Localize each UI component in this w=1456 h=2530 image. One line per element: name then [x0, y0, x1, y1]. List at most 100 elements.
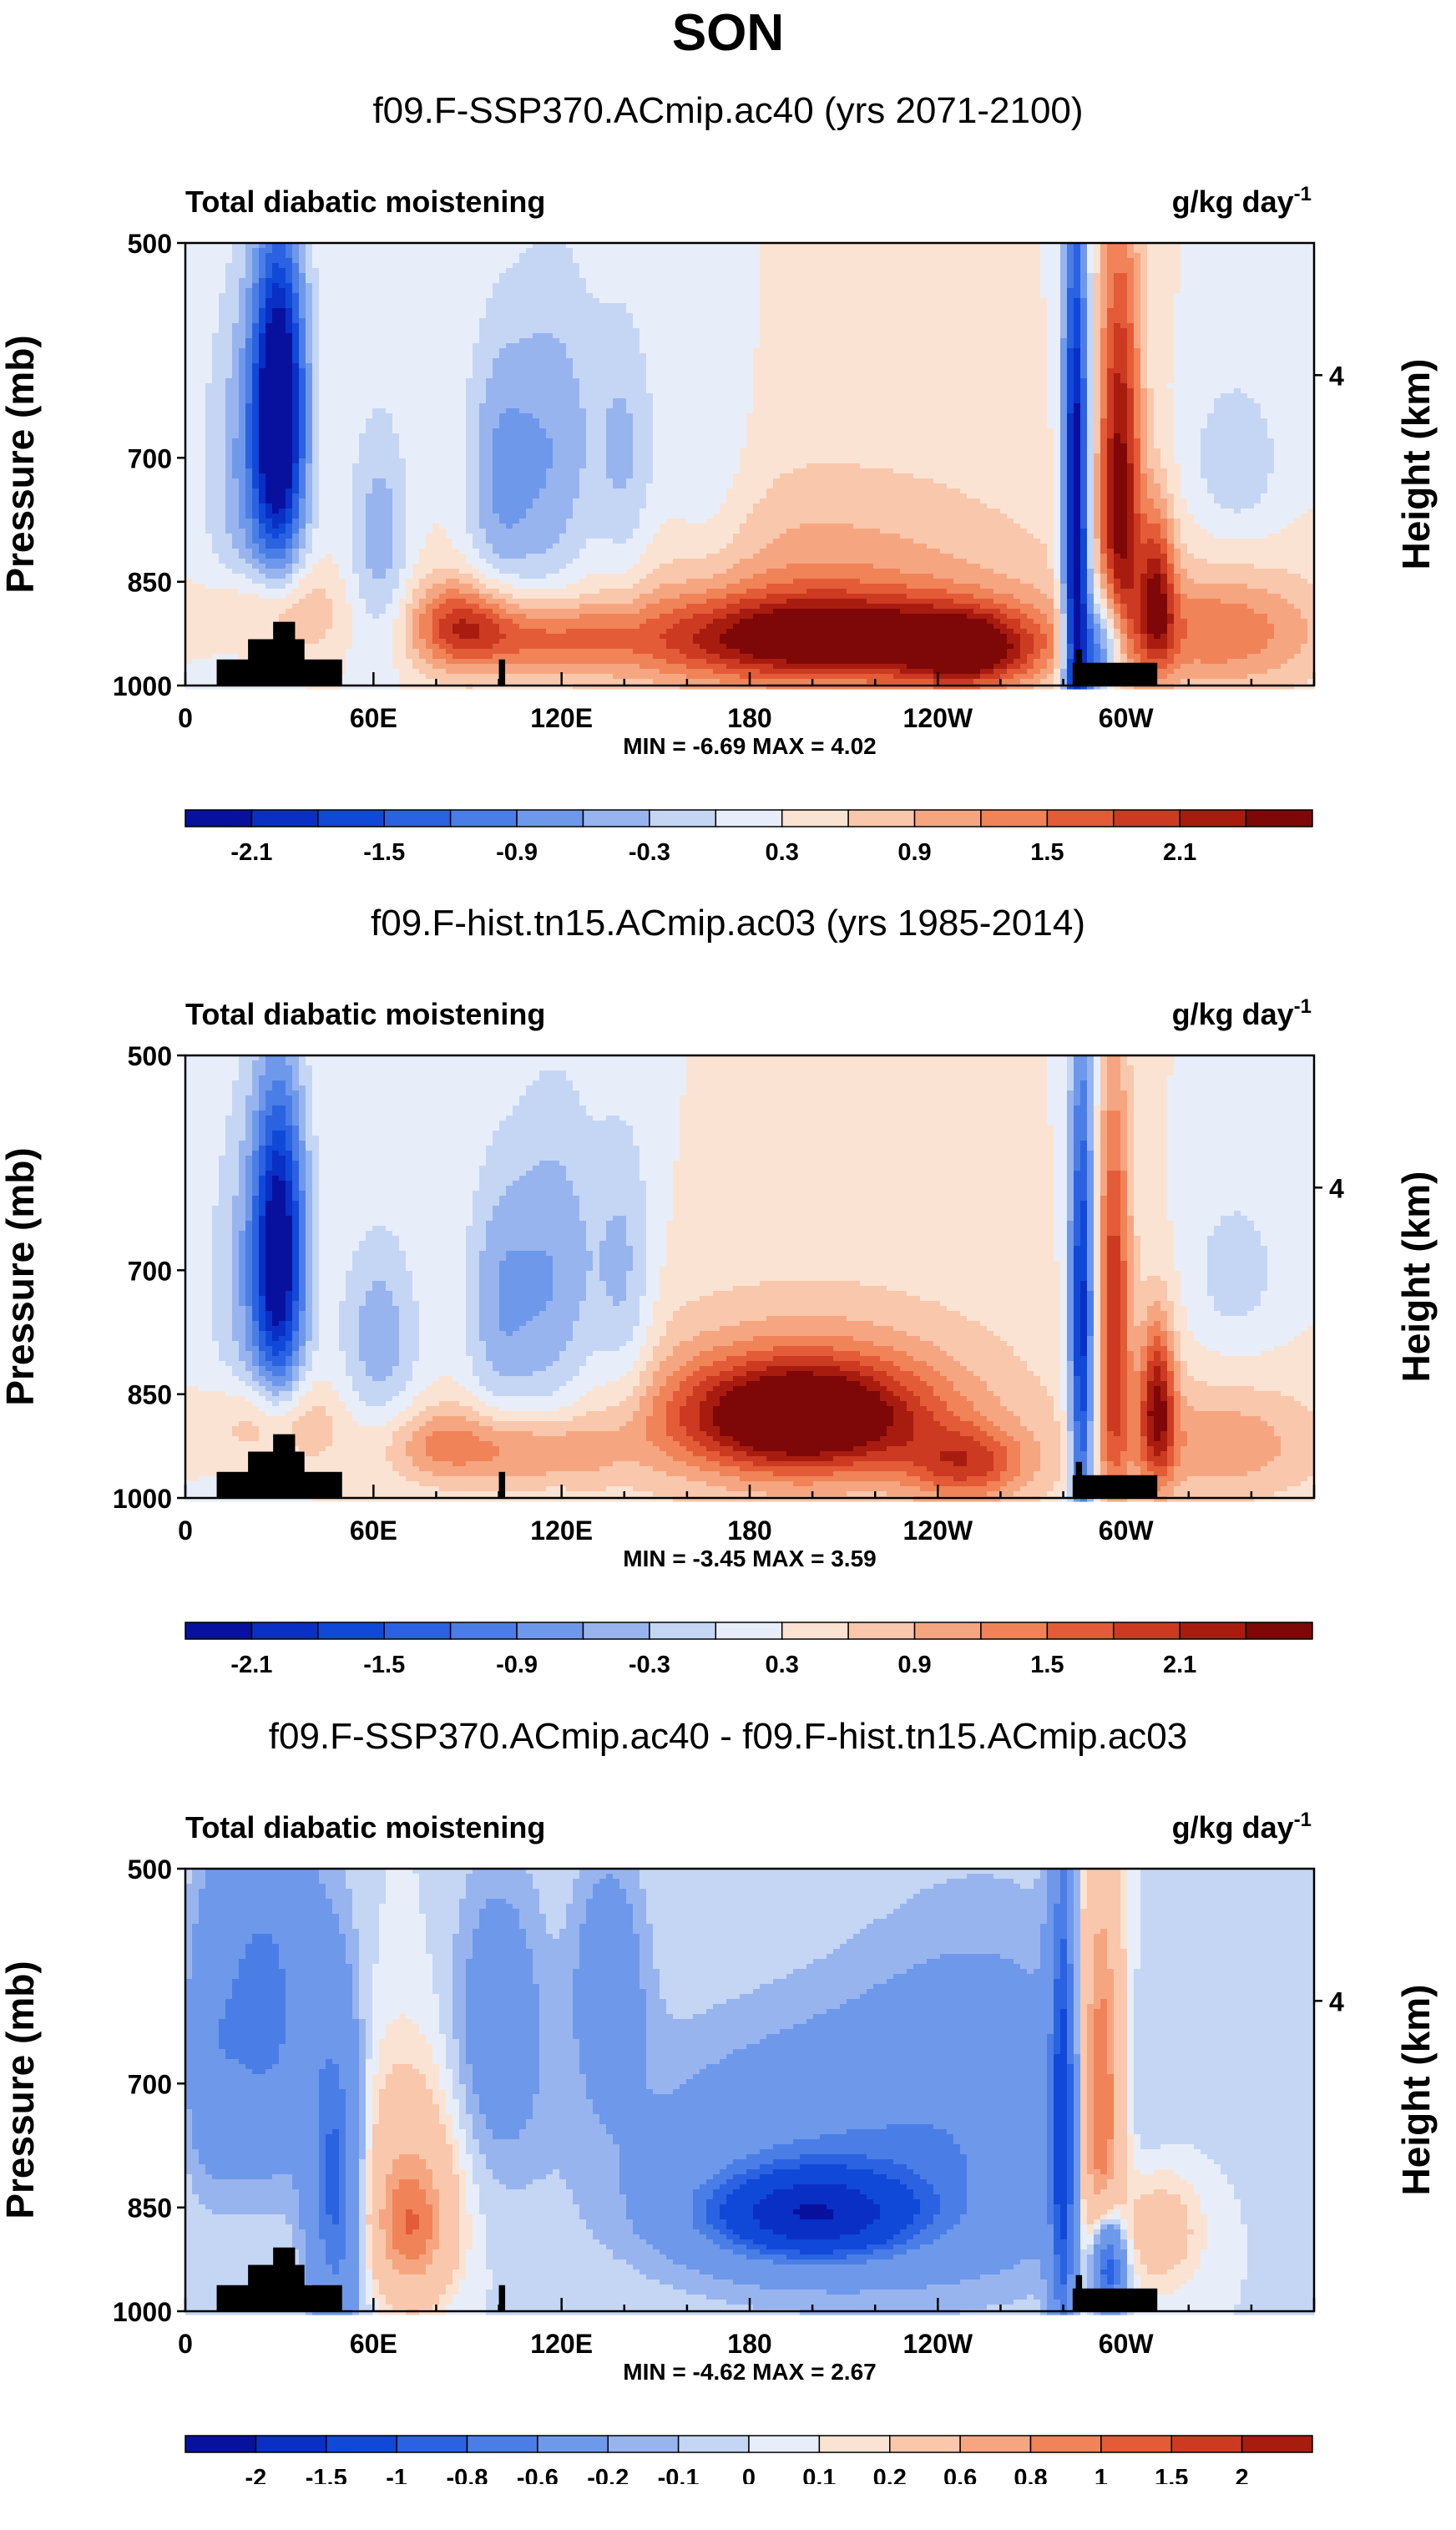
contour-cell [673, 253, 680, 259]
contour-cell [312, 388, 320, 394]
contour-cell [1301, 368, 1308, 374]
contour-cell [479, 338, 487, 344]
contour-cell [486, 298, 493, 304]
contour-cell [813, 283, 821, 289]
contour-cell [1301, 378, 1308, 384]
contour-cell [526, 343, 533, 349]
contour-cell [1180, 313, 1188, 319]
contour-cell [426, 373, 433, 379]
contour-cell [833, 263, 841, 269]
contour-cell [546, 378, 554, 384]
contour-cell [533, 253, 540, 259]
contour-cell [539, 318, 547, 324]
contour-cell [780, 258, 787, 264]
contour-cell [426, 383, 433, 389]
contour-cell [947, 293, 954, 299]
contour-cell [1147, 348, 1155, 354]
contour-cell [1180, 273, 1188, 279]
contour-cell [1100, 323, 1108, 329]
contour-cell [479, 343, 487, 349]
contour-cell [920, 268, 928, 274]
contour-cell [312, 288, 320, 294]
contour-cell [800, 328, 807, 334]
contour-cell [626, 368, 634, 374]
contour-cell [399, 378, 407, 384]
contour-cell [326, 308, 333, 314]
contour-cell [847, 303, 854, 309]
contour-cell [326, 368, 333, 374]
contour-cell [633, 258, 640, 264]
contour-cell [780, 318, 787, 324]
contour-cell [760, 333, 767, 339]
contour-cell [619, 333, 627, 339]
contour-cell [506, 273, 513, 279]
contour-cell [933, 278, 941, 284]
contour-cell [1014, 308, 1021, 314]
contour-cell [526, 358, 533, 364]
contour-cell [700, 283, 707, 289]
contour-cell [1020, 383, 1028, 389]
contour-cell [680, 298, 687, 304]
contour-cell [332, 368, 340, 374]
contour-cell [1007, 323, 1014, 329]
contour-cell [887, 308, 894, 314]
contour-cell [1014, 278, 1021, 284]
contour-cell [1107, 378, 1115, 384]
contour-cell [913, 288, 921, 294]
contour-cell [673, 243, 680, 249]
contour-cell [913, 263, 921, 269]
contour-cell [1154, 258, 1161, 264]
contour-cell [740, 268, 747, 274]
contour-cell [653, 333, 660, 339]
contour-cell [593, 263, 600, 269]
contour-cell [519, 358, 527, 364]
contour-cell [412, 348, 420, 354]
contour-cell [940, 338, 948, 344]
contour-cell [920, 333, 928, 339]
contour-cell [867, 283, 874, 289]
contour-cell [1261, 303, 1268, 309]
contour-cell [473, 248, 480, 254]
contour-cell [339, 318, 346, 324]
contour-cell [359, 328, 367, 334]
contour-cell [847, 383, 854, 389]
contour-cell [232, 348, 240, 354]
contour-cell [486, 388, 493, 394]
contour-cell [1120, 343, 1128, 349]
contour-cell [700, 343, 707, 349]
contour-cell [539, 263, 547, 269]
contour-cell [1174, 303, 1181, 309]
contour-cell [947, 348, 954, 354]
contour-cell [626, 388, 634, 394]
contour-cell [1140, 303, 1148, 309]
contour-cell [893, 268, 901, 274]
contour-cell [426, 313, 433, 319]
contour-cell [987, 378, 994, 384]
contour-cell [513, 258, 520, 264]
contour-cell [940, 243, 948, 249]
contour-cell [573, 278, 580, 284]
contour-cell [806, 263, 814, 269]
contour-cell [526, 248, 533, 254]
contour-cell [185, 253, 193, 259]
contour-cell [660, 243, 667, 249]
contour-cell [893, 283, 901, 289]
contour-cell [199, 323, 206, 329]
contour-cell [1034, 318, 1041, 324]
contour-cell [566, 328, 574, 334]
contour-cell [466, 303, 473, 309]
contour-cell [479, 298, 487, 304]
contour-cell [526, 353, 533, 359]
contour-cell [579, 278, 587, 284]
contour-cell [212, 383, 220, 389]
contour-cell [1274, 248, 1282, 254]
contour-cell [406, 338, 413, 344]
contour-cell [947, 323, 954, 329]
contour-cell [1167, 303, 1175, 309]
contour-cell [1007, 373, 1014, 379]
contour-cell [880, 363, 887, 369]
contour-cell [726, 338, 734, 344]
contour-cell [265, 388, 273, 394]
contour-cell [1114, 298, 1121, 304]
contour-cell [219, 273, 226, 279]
